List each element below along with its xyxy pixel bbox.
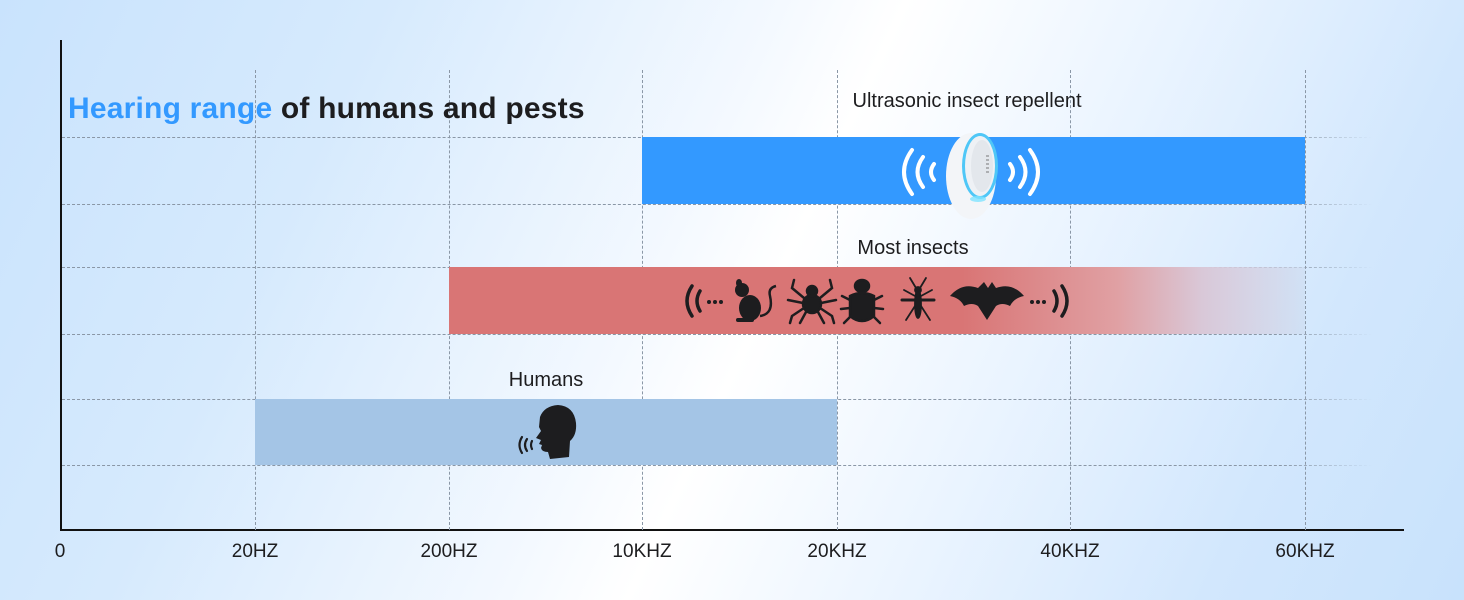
insects-icon-row bbox=[685, 277, 1069, 325]
mosquito-icon bbox=[900, 277, 936, 321]
beetle-icon bbox=[839, 278, 885, 325]
gridline-h bbox=[62, 465, 1372, 466]
chart-title-rest: of humans and pests bbox=[272, 92, 585, 125]
sound-waves-left-icon bbox=[685, 284, 702, 318]
bar-label-humans: Humans bbox=[508, 369, 584, 391]
tick-label: 20HZ bbox=[231, 541, 279, 562]
tick-label: 10KHZ bbox=[612, 541, 672, 562]
bar-insects bbox=[449, 267, 1305, 334]
bar-label-repellent: Ultrasonic insect repellent bbox=[852, 90, 1082, 112]
ultrasonic-device-icon bbox=[902, 133, 1040, 219]
rat-icon bbox=[735, 279, 777, 322]
spider-icon bbox=[786, 278, 838, 325]
chart-title: Hearing range of humans and pests bbox=[68, 92, 585, 126]
tick-label: 0 bbox=[54, 541, 66, 562]
chart-title-accent: Hearing range bbox=[68, 92, 273, 125]
bat-icon bbox=[950, 282, 1024, 320]
sound-waves-right-icon bbox=[1052, 284, 1069, 318]
x-axis-line bbox=[60, 529, 1404, 531]
tick-label: 20KHZ bbox=[807, 541, 867, 562]
tick-label: 60KHZ bbox=[1275, 541, 1335, 562]
tick-label: 200HZ bbox=[420, 541, 478, 562]
gridline-20hz bbox=[255, 70, 256, 530]
bar-label-insects: Most insects bbox=[857, 237, 969, 259]
gridline-h bbox=[62, 334, 1372, 335]
y-axis-line bbox=[60, 40, 62, 531]
tick-label: 40KHZ bbox=[1040, 541, 1100, 562]
gridline-h bbox=[62, 204, 1372, 205]
gridline-60khz bbox=[1305, 70, 1306, 530]
speaking-head-icon bbox=[518, 405, 577, 459]
